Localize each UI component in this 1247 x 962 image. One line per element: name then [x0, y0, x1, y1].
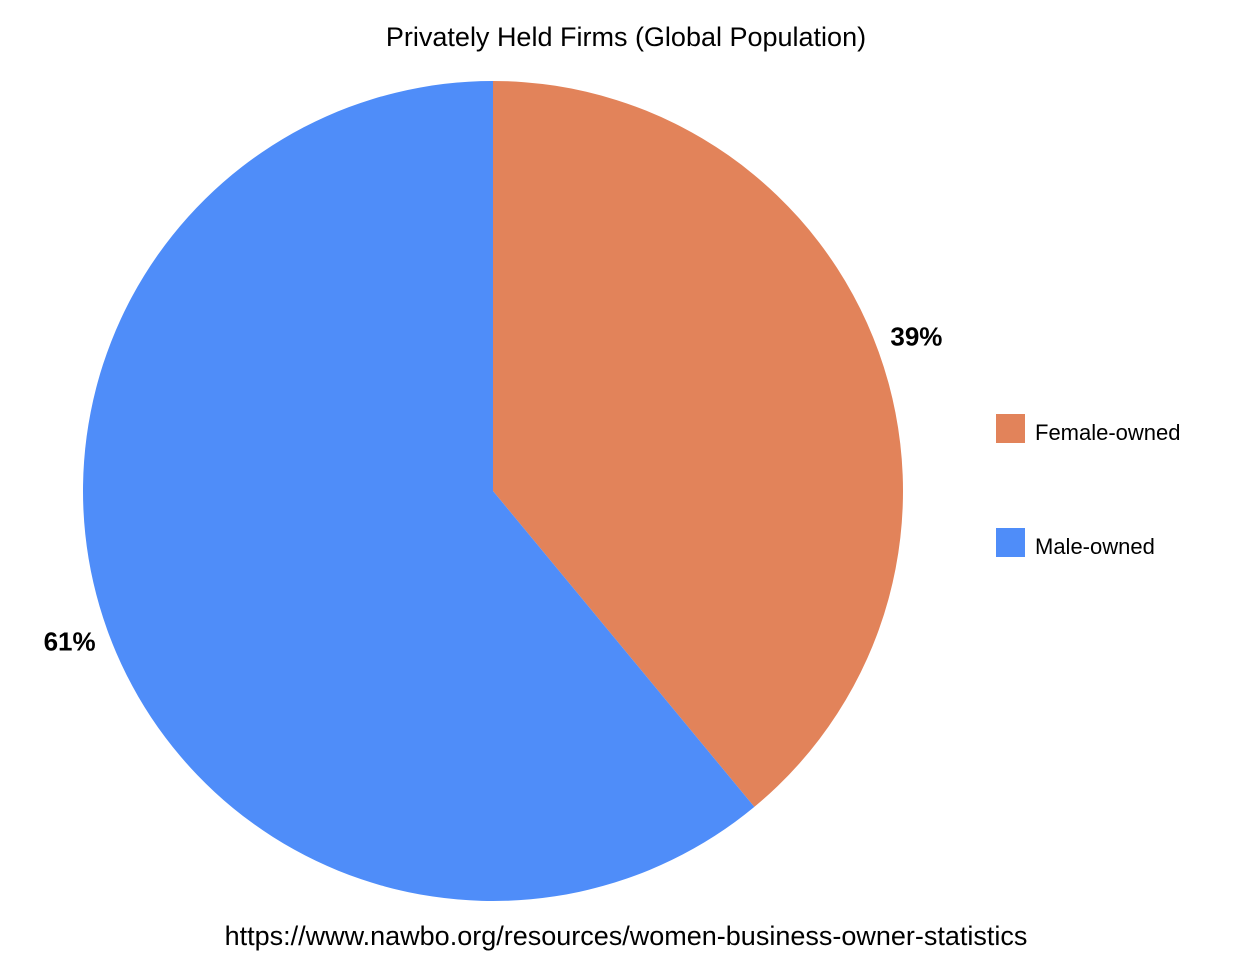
pie-slice	[493, 81, 903, 807]
data-label: 61%	[44, 626, 96, 656]
data-label: 39%	[890, 321, 942, 351]
chart-title: Privately Held Firms (Global Population)	[386, 22, 866, 52]
legend-swatch	[996, 528, 1025, 557]
legend-label: Female-owned	[1035, 420, 1181, 445]
legend-swatch	[996, 414, 1025, 443]
source-caption: https://www.nawbo.org/resources/women-bu…	[225, 921, 1028, 951]
pie-slice	[82, 81, 755, 901]
legend-label: Male-owned	[1035, 534, 1155, 559]
